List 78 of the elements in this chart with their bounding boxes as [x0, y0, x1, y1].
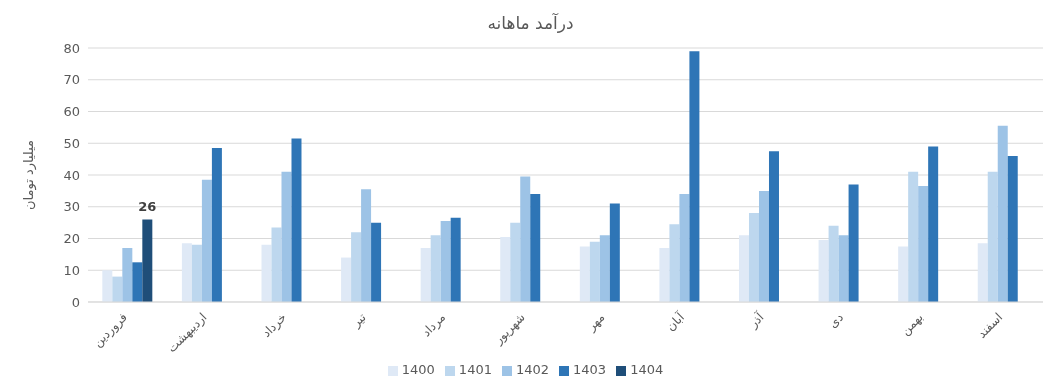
legend-label: 1402: [515, 362, 550, 377]
bar: [351, 232, 362, 302]
y-axis-title: میلیارد تومان: [20, 139, 37, 211]
bar: [291, 138, 302, 302]
bar: [669, 224, 680, 302]
bar: [261, 244, 272, 302]
bar: [689, 51, 700, 302]
bar: [758, 190, 769, 302]
bar: [997, 125, 1008, 302]
x-tick-label: فروردین: [90, 310, 131, 351]
bar: [818, 240, 829, 302]
bar: [738, 235, 749, 302]
bar: [500, 236, 511, 302]
bar: [440, 221, 451, 302]
x-tick-label: دی: [825, 310, 847, 331]
bar: [908, 171, 919, 302]
bar: [102, 270, 113, 302]
bar: [520, 176, 531, 302]
bar: [450, 217, 461, 302]
legend-label: 1404: [630, 362, 664, 377]
bar: [589, 241, 600, 302]
y-tick-label: 70: [63, 72, 80, 88]
bar: [768, 151, 779, 302]
bar: [112, 276, 123, 302]
bar: [201, 179, 212, 302]
bar: [977, 243, 988, 302]
bar: [211, 148, 222, 302]
data-label: 26: [138, 199, 157, 215]
bar: [132, 262, 143, 302]
x-tick-label: اردیبهشت: [164, 310, 211, 356]
bar: [828, 225, 839, 302]
bar: [1007, 155, 1018, 302]
y-tick-label: 10: [63, 262, 80, 278]
x-tick-label: آبان: [662, 309, 688, 334]
bar: [341, 257, 352, 302]
bar: [181, 243, 192, 302]
bar: [361, 189, 372, 302]
x-tick-label: آذر: [745, 309, 768, 332]
x-tick-label: اسفند: [974, 310, 1006, 341]
legend-label: 1400: [401, 362, 435, 377]
bar: [579, 246, 590, 302]
bar: [430, 235, 441, 302]
x-tick-label: بهمن: [898, 310, 927, 339]
bar: [898, 246, 909, 302]
legend-label: 1403: [573, 362, 607, 377]
bar: [928, 146, 939, 302]
bar: [271, 227, 282, 302]
bar: [918, 186, 929, 302]
bar: [748, 213, 759, 302]
bar: [609, 203, 620, 302]
bar: [191, 244, 202, 302]
bar: [122, 248, 133, 302]
chart-title: درآمد ماهانه: [486, 12, 575, 35]
y-tick-label: 80: [63, 40, 80, 56]
bar: [510, 222, 521, 302]
legend-label: 1401: [458, 362, 492, 377]
bar: [281, 171, 292, 302]
x-tick-label: تیر: [348, 310, 370, 332]
x-tick-label: شهریور: [490, 310, 529, 349]
bar: [371, 222, 382, 302]
x-tick-label: خرداد: [259, 310, 290, 341]
bar: [420, 248, 431, 302]
y-tick-label: 0: [71, 294, 80, 310]
y-tick-label: 30: [63, 199, 80, 215]
y-tick-label: 20: [63, 231, 80, 247]
x-tick-label: مرداد: [419, 310, 449, 340]
bar: [142, 219, 153, 302]
bar: [530, 194, 541, 302]
y-tick-label: 40: [63, 167, 80, 183]
bar: [659, 248, 670, 302]
bar: [679, 194, 690, 302]
bar: [848, 184, 859, 302]
x-tick-label: مهر: [583, 310, 609, 335]
y-tick-label: 60: [63, 104, 80, 120]
bar: [599, 235, 610, 302]
y-tick-label: 50: [63, 135, 80, 151]
bar: [838, 235, 849, 302]
bar: [987, 171, 998, 302]
